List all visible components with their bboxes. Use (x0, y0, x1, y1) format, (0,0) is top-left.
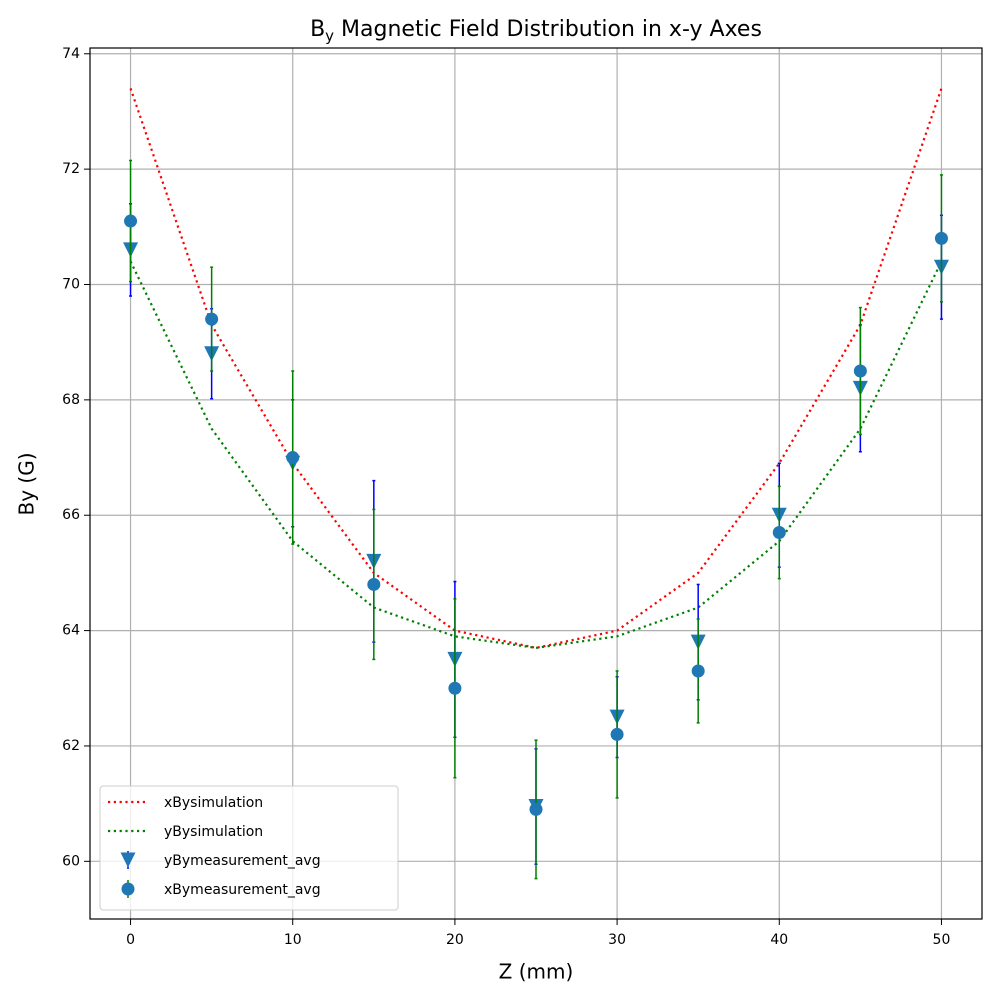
legend-swatch (121, 882, 135, 896)
x-tick-label: 10 (284, 932, 302, 948)
marker (853, 364, 867, 378)
legend-box (99, 785, 399, 911)
marker (448, 681, 462, 695)
x-axis-label: Z (mm) (499, 960, 574, 984)
legend-label: xBysimulation (164, 795, 263, 811)
x-tick-label: 50 (933, 932, 951, 948)
marker (529, 802, 543, 816)
x-tick-label: 40 (770, 932, 788, 948)
marker (772, 526, 786, 540)
marker (934, 231, 948, 245)
title-part: Magnetic Field Distribution in x-y Axes (334, 17, 762, 42)
y-tick-label: 62 (62, 738, 80, 754)
title-subscript: y (325, 27, 334, 45)
marker (124, 214, 138, 228)
y-tick-label: 66 (62, 507, 80, 523)
y-axis-label: By (G) (15, 452, 39, 515)
legend-label: yBymeasurement_avg (164, 853, 321, 869)
chart-title: By Magnetic Field Distribution in x-y Ax… (310, 17, 762, 45)
marker (691, 664, 705, 678)
x-tick-label: 20 (446, 932, 464, 948)
y-tick-label: 70 (62, 276, 80, 292)
legend-label: xBymeasurement_avg (164, 882, 321, 898)
y-tick-label: 74 (62, 46, 80, 62)
y-tick-label: 72 (62, 161, 80, 177)
y-tick-label: 64 (62, 623, 80, 639)
marker (205, 312, 219, 326)
y-tick-label: 68 (62, 392, 80, 408)
x-tick-label: 30 (608, 932, 626, 948)
marker (367, 577, 381, 591)
legend-label: yBysimulation (164, 824, 263, 840)
y-tick-label: 60 (62, 853, 80, 869)
marker (610, 727, 624, 741)
title-part: B (310, 17, 325, 42)
legend-swatch (120, 852, 136, 868)
marker (286, 451, 300, 465)
plot-frame (89, 47, 983, 920)
x-tick-label: 0 (126, 932, 135, 948)
